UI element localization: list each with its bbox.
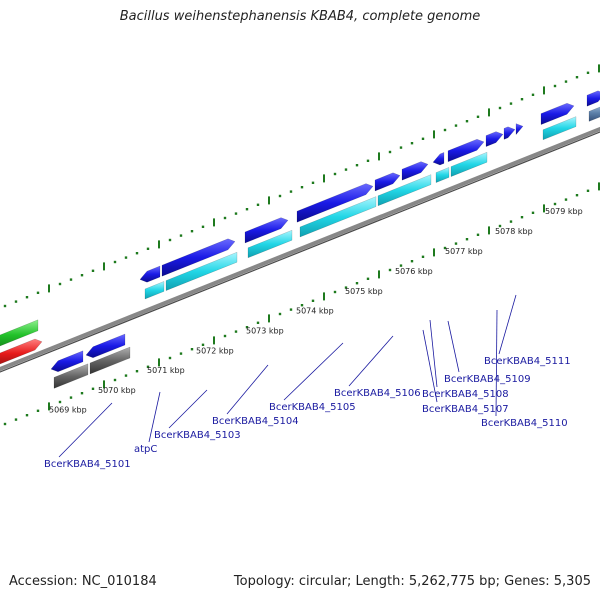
label-leader-line (498, 294, 517, 355)
gene-arrow (503, 126, 516, 140)
gene-arrow (447, 138, 485, 163)
genome-summary: Topology: circular; Length: 5,262,775 bp… (233, 574, 591, 589)
scale-label: 5077 kbp (445, 247, 483, 256)
label-leader-line (348, 335, 394, 387)
scale-label: 5069 kbp (49, 405, 87, 414)
gene-arrow (432, 152, 445, 166)
label-leader-line (168, 389, 208, 429)
gene-label: BcerKBAB4_5107 (422, 404, 509, 415)
gene-arrow (244, 217, 289, 244)
cds-feature-bar (542, 116, 577, 141)
label-leader-line (58, 402, 113, 458)
backbone-line (0, 126, 600, 372)
label-leader-line (495, 309, 498, 417)
red-gene (0, 338, 43, 365)
accession-text: Accession: NC_010184 (9, 574, 157, 589)
scale-label: 5078 kbp (495, 227, 533, 236)
label-leader-line (422, 329, 438, 403)
gene-label: BcerKBAB4_5101 (44, 459, 131, 470)
scale-label: 5071 kbp (147, 366, 185, 375)
other-feature-bar (53, 363, 89, 389)
gene-label: BcerKBAB4_5106 (334, 388, 421, 399)
backbone-shadow (0, 131, 600, 373)
gene-label: BcerKBAB4_5109 (444, 374, 531, 385)
gene-arrow (85, 333, 126, 359)
other-feature-bar (89, 346, 131, 375)
cds-feature-bar (144, 281, 165, 300)
cds-feature-bar (435, 167, 450, 183)
scale-label: 5079 kbp (545, 207, 583, 216)
map-title: Bacillus weihenstephanensis KBAB4, compl… (119, 9, 481, 24)
green-gene (0, 319, 39, 347)
gene-label: BcerKBAB4_5105 (269, 402, 356, 413)
gene-arrow (401, 161, 429, 181)
scale-label: 5075 kbp (345, 287, 383, 296)
label-leader-line (429, 319, 438, 388)
gene-arrow (50, 350, 84, 373)
gene-arrow (139, 265, 161, 283)
scale-label: 5074 kbp (296, 307, 334, 316)
label-leader-line (447, 320, 460, 373)
cds-feature-bar (247, 229, 293, 259)
gene-label: BcerKBAB4_5108 (422, 389, 509, 400)
scale-label: 5076 kbp (395, 267, 433, 276)
gene-arrow (161, 238, 236, 277)
gene-arrow (485, 131, 504, 147)
scale-label: 5070 kbp (98, 386, 136, 395)
gene-label: BcerKBAB4_5104 (212, 416, 299, 427)
gene-arrow (586, 90, 600, 107)
gene-arrow (515, 123, 524, 136)
cds-feature-bar (299, 196, 377, 238)
gene-arrow (296, 183, 374, 223)
gene-label: BcerKBAB4_5110 (481, 418, 568, 429)
label-leader-line (226, 364, 269, 415)
cds-feature-bar (450, 151, 488, 177)
gene-arrow (374, 172, 401, 192)
scale-label: 5073 kbp (246, 327, 284, 336)
scale-label: 5072 kbp (196, 347, 234, 356)
gene-label: atpC (134, 444, 157, 455)
cds-feature-bar (165, 251, 238, 291)
cds-feature-bar (588, 106, 600, 122)
cds-feature-bar (377, 174, 432, 207)
gene-arrow (540, 102, 575, 125)
gene-label: BcerKBAB4_5111 (484, 356, 571, 367)
label-leader-line (283, 342, 344, 401)
label-leader-line (148, 391, 161, 443)
gene-label: BcerKBAB4_5103 (154, 430, 241, 441)
